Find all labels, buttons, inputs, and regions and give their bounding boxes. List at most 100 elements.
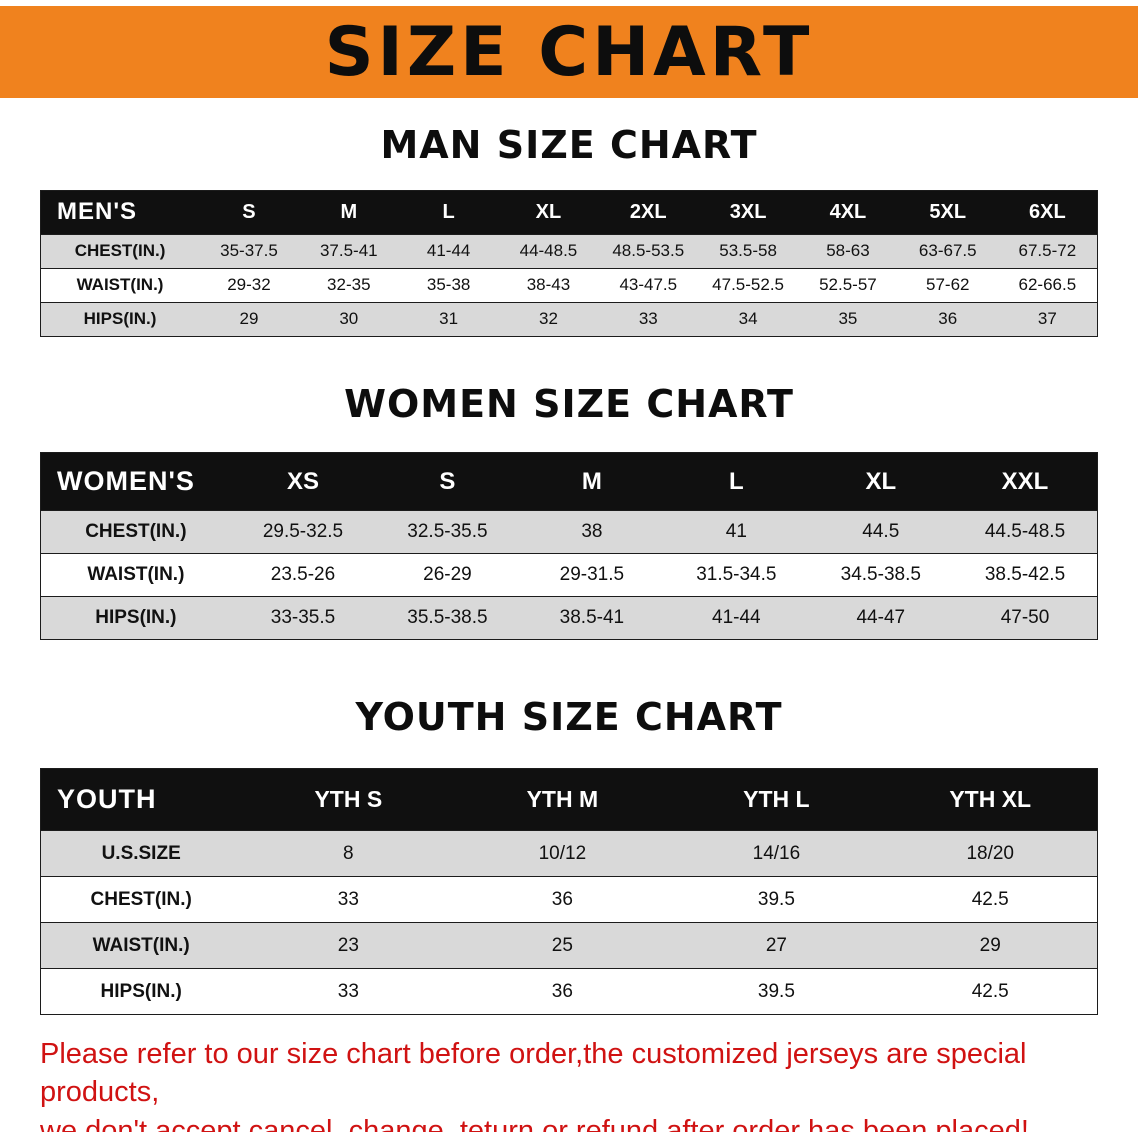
cell-value: 35-37.5 <box>220 241 278 261</box>
size-header-cell: M <box>340 200 358 223</box>
table-row: WAIST(IN.) 23.5-26 26-29 29-31.5 31.5-34.5 34… <box>40 553 1098 597</box>
size-header-cell: YTH M <box>526 786 599 813</box>
cell-value: 31.5-34.5 <box>696 564 777 586</box>
women-table-head: WOMEN'S XS S M L XL XXL <box>40 452 1098 511</box>
size-header-cell: YTH S <box>314 786 383 813</box>
men-size-table: MEN'S S M L XL 2XL 3XL 4XL 5XL 6XL CHEST(IN.) 35-3… <box>40 189 1098 337</box>
cell-value: 44.5-48.5 <box>984 521 1066 543</box>
cell-value: 23.5-26 <box>270 564 336 586</box>
cell-value: 47-50 <box>1000 607 1050 629</box>
cell-value: 37 <box>1037 309 1057 329</box>
cell-value: 34.5-38.5 <box>840 564 921 586</box>
cell-value: 33 <box>337 980 359 1002</box>
notice-line-1: Please refer to our size chart before or… <box>40 1038 1027 1109</box>
size-header-cell: 4XL <box>829 200 867 223</box>
cell-value: 42.5 <box>971 888 1009 910</box>
cell-value: 39.5 <box>757 888 795 910</box>
row-label: WAIST(IN.) <box>87 564 185 586</box>
men-section-title: MAN SIZE CHART <box>380 123 758 167</box>
cell-value: 39.5 <box>757 980 795 1002</box>
size-header-cell: YTH L <box>743 786 810 813</box>
cell-value: 44-48.5 <box>519 241 578 261</box>
cell-value: 26-29 <box>423 564 472 586</box>
cell-value: 29 <box>239 309 259 329</box>
youth-section-title: YOUTH SIZE CHART <box>355 695 783 740</box>
table-row: CHEST(IN.) 33 36 39.5 42.5 <box>40 876 1098 923</box>
table-corner-label: YOUTH <box>57 784 157 815</box>
row-label: HIPS(IN.) <box>100 980 182 1002</box>
cell-value: 23 <box>337 934 359 956</box>
table-row: HIPS(IN.) 33 36 39.5 42.5 <box>40 968 1098 1015</box>
table-row: HIPS(IN.) 29 30 31 32 33 34 35 36 37 <box>40 302 1098 337</box>
cell-value: 38 <box>581 521 603 543</box>
youth-table-header-row: YOUTH YTH S YTH M YTH L YTH XL <box>40 768 1098 831</box>
cell-value: 58-63 <box>826 241 870 261</box>
women-size-table: WOMEN'S XS S M L XL XXL CHEST(IN.) 29.5-32.5 32.… <box>40 452 1098 641</box>
cell-value: 67.5-72 <box>1018 241 1077 261</box>
cell-value: 37.5-41 <box>319 241 378 261</box>
cell-value: 34 <box>738 309 758 329</box>
row-label: CHEST(IN.) <box>85 521 187 543</box>
youth-table-head: YOUTH YTH S YTH M YTH L YTH XL <box>40 768 1098 831</box>
size-header-cell: S <box>439 467 456 495</box>
size-header-cell: XS <box>286 467 319 495</box>
cell-value: 31 <box>439 309 459 329</box>
cell-value: 53.5-58 <box>719 241 777 261</box>
cell-value: 30 <box>339 309 359 329</box>
row-label: U.S.SIZE <box>101 842 181 864</box>
men-table-head: MEN'S S M L XL 2XL 3XL 4XL 5XL 6XL <box>40 190 1098 235</box>
cell-value: 38.5-41 <box>559 607 625 629</box>
size-header-cell: M <box>581 467 602 495</box>
cell-value: 35-38 <box>426 275 471 295</box>
cell-value: 18/20 <box>966 842 1014 864</box>
cell-value: 38.5-42.5 <box>984 564 1066 586</box>
youth-size-table: YOUTH YTH S YTH M YTH L YTH XL U.S.SIZE 8 10/1… <box>40 768 1098 1016</box>
cell-value: 32 <box>538 309 558 329</box>
size-header-cell: 2XL <box>629 200 667 223</box>
cell-value: 41-44 <box>426 241 471 261</box>
row-label: CHEST(IN.) <box>90 888 192 910</box>
women-table-body: CHEST(IN.) 29.5-32.5 32.5-35.5 38 41 44.5 44.5… <box>40 510 1098 640</box>
cell-value: 35 <box>838 309 858 329</box>
table-row: CHEST(IN.) 29.5-32.5 32.5-35.5 38 41 44.5 44.5… <box>40 510 1098 554</box>
row-label: CHEST(IN.) <box>74 241 166 261</box>
size-header-cell: L <box>442 200 455 223</box>
size-chart-banner: SIZE CHART <box>0 6 1138 98</box>
size-header-cell: 3XL <box>729 200 767 223</box>
youth-size-section: YOUTH SIZE CHART YOUTH YTH S YTH M YTH L YTH… <box>0 695 1138 1016</box>
cell-value: 44-47 <box>856 607 906 629</box>
cell-value: 41-44 <box>712 607 761 629</box>
cell-value: 38-43 <box>526 275 571 295</box>
cell-value: 32.5-35.5 <box>407 521 488 543</box>
cell-value: 36 <box>551 980 573 1002</box>
cell-value: 36 <box>938 309 958 329</box>
table-row: HIPS(IN.) 33-35.5 35.5-38.5 38.5-41 41-44 44-… <box>40 596 1098 640</box>
size-header-cell: XXL <box>1001 467 1049 495</box>
men-size-section: MAN SIZE CHART MEN'S S M L XL 2XL 3XL 4XL 5XL 6XL… <box>0 123 1138 337</box>
women-table-header-row: WOMEN'S XS S M L XL XXL <box>40 452 1098 511</box>
cell-value: 32-35 <box>327 275 371 295</box>
men-table-body: CHEST(IN.) 35-37.5 37.5-41 41-44 44-48.5 48.5… <box>40 234 1098 337</box>
table-row: CHEST(IN.) 35-37.5 37.5-41 41-44 44-48.5 48.5… <box>40 234 1098 269</box>
notice-line-2: we don't accept cancel, change, teturn o… <box>40 1114 1029 1132</box>
table-corner-label: MEN'S <box>57 198 138 226</box>
cell-value: 36 <box>551 888 573 910</box>
cell-value: 29.5-32.5 <box>262 521 344 543</box>
men-table-header-row: MEN'S S M L XL 2XL 3XL 4XL 5XL 6XL <box>40 190 1098 235</box>
cell-value: 33 <box>638 309 658 329</box>
row-label: HIPS(IN.) <box>95 607 177 629</box>
table-row: WAIST(IN.) 29-32 32-35 35-38 38-43 43-47.5 47.… <box>40 268 1098 303</box>
row-label: WAIST(IN.) <box>76 275 164 295</box>
cell-value: 63-67.5 <box>918 241 977 261</box>
cell-value: 29-31.5 <box>559 564 625 586</box>
page-title: SIZE CHART <box>324 12 814 92</box>
table-row: U.S.SIZE 8 10/12 14/16 18/20 <box>40 830 1098 877</box>
table-corner-label: WOMEN'S <box>57 466 195 497</box>
row-label: HIPS(IN.) <box>83 309 157 329</box>
cell-value: 29-32 <box>227 275 271 295</box>
size-header-cell: L <box>729 467 744 495</box>
cell-value: 10/12 <box>538 842 587 864</box>
cell-value: 8 <box>343 842 354 864</box>
cell-value: 62-66.5 <box>1018 275 1077 295</box>
